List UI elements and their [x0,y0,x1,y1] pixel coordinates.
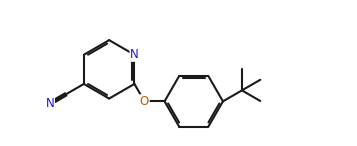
Text: N: N [130,48,139,61]
Text: N: N [46,97,54,110]
Text: O: O [140,95,149,108]
